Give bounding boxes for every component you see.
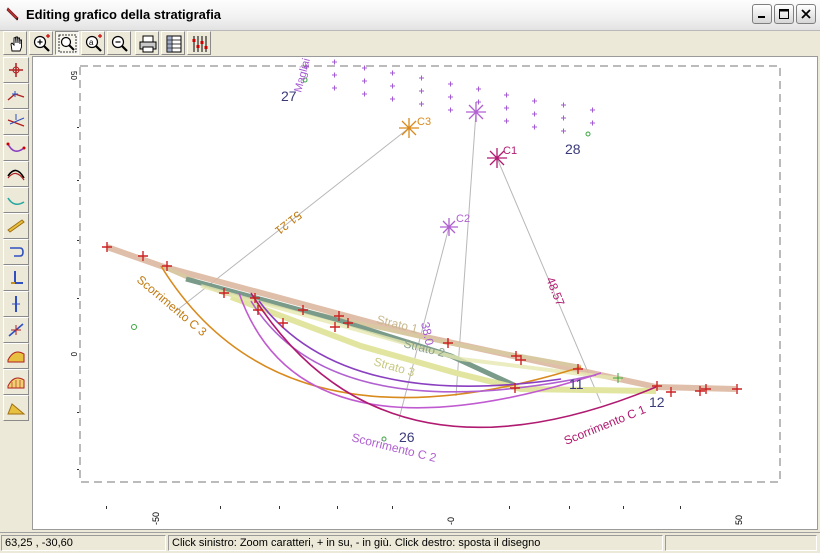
title-bar: Editing grafico della stratigrafia <box>0 0 820 31</box>
status-hint: Click sinistro: Zoom caratteri, + in su,… <box>168 535 663 551</box>
drawing-canvas[interactable]: 50 0 -50 -0 50 <box>32 56 818 530</box>
zoom-window-button[interactable] <box>55 31 79 55</box>
x-label-right: 50 <box>734 515 744 525</box>
anchor-icon <box>10 247 24 257</box>
anchor-button[interactable] <box>3 239 29 265</box>
surface-button[interactable] <box>3 135 29 161</box>
zoom-text-button[interactable]: a <box>81 31 105 55</box>
fill-button[interactable] <box>3 213 29 239</box>
crosshair-icon <box>9 63 23 77</box>
diagonal-button[interactable] <box>3 317 29 343</box>
vertical-button[interactable] <box>3 291 29 317</box>
zoom-in-button[interactable] <box>29 31 53 55</box>
slip-surface-c2b <box>238 292 602 409</box>
x-label-mid: -0 <box>446 517 456 525</box>
hatch-icon <box>7 351 25 363</box>
strato-2-band <box>185 276 518 389</box>
svg-text:a: a <box>89 38 94 47</box>
maximize-icon <box>779 9 789 19</box>
status-bar: 63,25 , -30,60 Click sinistro: Zoom cara… <box>0 532 820 553</box>
close-button[interactable] <box>796 4 816 24</box>
slip-surface-c3 <box>160 265 582 399</box>
print-button[interactable] <box>135 31 159 55</box>
zoom-minus-icon <box>111 35 128 52</box>
node-27-label: 27 <box>281 88 297 104</box>
split-button[interactable] <box>3 109 29 135</box>
radius-lines <box>175 111 602 420</box>
status-empty-panel <box>665 535 817 551</box>
wedge-icon <box>7 403 26 415</box>
load-button[interactable] <box>3 265 29 291</box>
radius-c3-label: 51.21 <box>272 208 305 238</box>
slip-c2-label: Scorrimento C 2 <box>350 430 438 465</box>
radius-c2-label: 38.0 <box>418 321 437 347</box>
polyline-button[interactable] <box>3 83 29 109</box>
slip-c1-label: Scorrimento C 1 <box>562 402 648 448</box>
green-markers <box>131 77 623 442</box>
minimize-button[interactable] <box>752 4 772 24</box>
diagonal-icon <box>8 323 24 337</box>
axis-ticks <box>77 127 681 509</box>
terrain-points <box>102 242 742 397</box>
split-icon <box>7 114 25 127</box>
center-c3-label: C3 <box>417 116 431 128</box>
center-c1 <box>487 148 507 168</box>
polyline-icon <box>7 91 25 101</box>
grid-icon <box>7 377 25 389</box>
center-grid <box>304 59 595 134</box>
pencil-icon <box>6 7 19 21</box>
node-26-label: 26 <box>399 429 415 445</box>
window-title: Editing grafico della stratigrafia <box>26 7 222 22</box>
radius-c1-label: 48.57 <box>543 275 567 308</box>
add-point-button[interactable] <box>3 57 29 83</box>
node-12-label: 12 <box>649 394 665 410</box>
y-label-zero: 0 <box>69 352 78 357</box>
close-icon <box>801 9 811 19</box>
hand-icon <box>10 36 22 52</box>
center-c1-label: C1 <box>503 145 517 157</box>
grid-button[interactable] <box>3 369 29 395</box>
maximize-button[interactable] <box>774 4 794 24</box>
zoom-plus-icon <box>33 34 50 52</box>
export-button[interactable] <box>161 31 185 55</box>
center-c3 <box>399 118 419 138</box>
minimize-icon <box>758 16 765 18</box>
center-c2-label: C2 <box>456 213 470 225</box>
sliders-icon <box>192 36 208 52</box>
y-label-top: 50 <box>69 71 78 80</box>
vertical-icon <box>12 296 20 312</box>
center-c2 <box>440 218 458 236</box>
settings-button[interactable] <box>187 31 211 55</box>
x-label-left: -50 <box>151 512 161 525</box>
surface-icon <box>6 142 26 152</box>
slip-surface-c2 <box>250 300 597 393</box>
zoom-out-button[interactable] <box>107 31 131 55</box>
stratigraphy-drawing[interactable]: 50 0 -50 -0 50 <box>33 57 817 529</box>
center-main <box>466 102 486 122</box>
strato-band-light <box>200 284 622 381</box>
zoom-window-icon <box>58 34 77 53</box>
fill-icon <box>7 219 25 233</box>
strato-3-band <box>229 294 657 394</box>
layer-icon <box>7 169 25 181</box>
wedge-button[interactable] <box>3 395 29 421</box>
coordinates-readout: 63,25 , -30,60 <box>1 535 166 551</box>
pan-button[interactable] <box>3 31 27 55</box>
load-icon <box>11 271 23 284</box>
node-11-label: 11 <box>569 376 584 392</box>
hatch-button[interactable] <box>3 343 29 369</box>
sheet-icon <box>166 35 182 53</box>
layer-button[interactable] <box>3 161 29 187</box>
curve-button[interactable] <box>3 187 29 213</box>
zoom-text-icon: a <box>85 34 102 52</box>
slip-surface-c1 <box>250 292 657 429</box>
printer-icon <box>139 35 157 53</box>
node-28-label: 28 <box>565 141 581 157</box>
curve-icon <box>7 197 25 206</box>
